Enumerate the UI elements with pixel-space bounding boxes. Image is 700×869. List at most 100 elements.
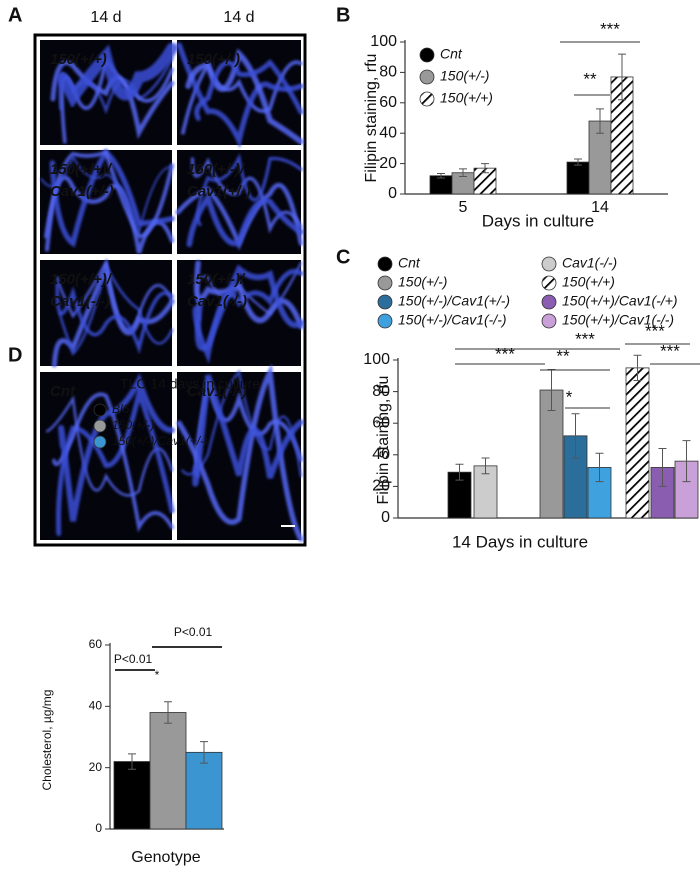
filament	[192, 374, 304, 487]
y-tick-label: 80	[372, 383, 390, 400]
error-bar	[437, 172, 445, 179]
x-tick-label: 5	[459, 199, 468, 216]
cell-label: Cav1(-/-)	[50, 293, 110, 310]
legend-label: 150(+/-)	[440, 68, 489, 84]
error-bar	[633, 354, 642, 382]
significance-label: *	[566, 387, 573, 406]
y-tick-label: 40	[89, 699, 103, 713]
y-tick-label: 0	[95, 821, 102, 835]
legend-label: 150(+/-)/Cav1(+/-)	[398, 293, 510, 309]
y-axis-label: Cholesterol, µg/mg	[40, 690, 54, 791]
legend-marker	[419, 69, 435, 85]
legend-label: Cav1(-/-)	[562, 255, 617, 271]
significance-label: ***	[600, 19, 620, 38]
legend-label: Cnt	[440, 46, 463, 62]
significance-label: ***	[495, 344, 515, 363]
cell-label: 150(+/-)	[187, 51, 240, 68]
error-bar	[595, 452, 604, 483]
significance-label: P<0.01	[174, 625, 213, 639]
filament	[55, 282, 174, 355]
y-tick-label: 60	[379, 94, 397, 111]
filament	[181, 369, 303, 478]
filament	[40, 154, 174, 236]
legend-marker	[541, 294, 557, 310]
legend-marker	[93, 435, 107, 449]
y-tick-label: 0	[388, 185, 397, 202]
y-tick-label: 60	[372, 414, 390, 431]
legend-marker	[93, 403, 107, 417]
error-bar	[682, 440, 691, 483]
panel-label: B	[336, 4, 350, 26]
y-tick-label: 20	[372, 478, 390, 495]
panel-label: C	[336, 246, 350, 268]
legend-marker	[541, 313, 557, 329]
bar	[566, 161, 590, 195]
y-axis-label: Filipin staining, rfu	[363, 54, 380, 183]
panel-label: D	[8, 344, 22, 366]
significance-label: ***	[575, 329, 595, 348]
cell-label: 150(+/+)/	[50, 271, 113, 288]
cell-label: 150(+/-)/	[187, 271, 246, 288]
x-axis-label: Days in culture	[482, 211, 594, 230]
y-tick-label: 100	[363, 351, 390, 368]
filament	[194, 264, 304, 352]
chart-title: TLC 14 days in culture	[120, 376, 260, 392]
legend-label: 150(+/-)/Cav1(+/-)	[112, 434, 208, 448]
significance-label: ***	[660, 341, 680, 360]
cell-label: Cnt	[50, 383, 76, 400]
filament	[190, 157, 303, 234]
filament	[56, 42, 178, 109]
significance-label: P<0.01	[114, 652, 153, 666]
significance-label: **	[583, 69, 597, 88]
error-bar	[618, 53, 626, 101]
error-bar	[571, 413, 580, 459]
x-axis-label: 14 Days in culture	[452, 532, 588, 551]
y-tick-label: 20	[89, 760, 103, 774]
filament	[176, 42, 304, 149]
error-bar	[481, 163, 489, 174]
legend-label: Bl6	[112, 402, 130, 416]
filament	[44, 149, 174, 239]
legend-label: 150(+/-)	[398, 274, 447, 290]
cell-label: Cav1(+/-)	[187, 183, 251, 200]
error-bar	[481, 457, 490, 475]
legend-marker	[377, 294, 393, 310]
bar	[185, 751, 223, 830]
legend-label: 150(+/+)/Cav1(-/+)	[562, 293, 678, 309]
column-header: 14 d	[90, 9, 121, 26]
error-bar	[128, 753, 136, 770]
cell-label: 150(+/+)/	[50, 161, 113, 178]
error-bar	[455, 463, 464, 481]
cell-label: 150(+/-)/	[187, 161, 246, 178]
error-bar	[574, 158, 582, 166]
y-tick-label: 40	[372, 446, 390, 463]
y-tick-label: 40	[379, 124, 397, 141]
error-bar	[200, 741, 208, 764]
legend-marker	[377, 275, 393, 291]
x-axis-label: Genotype	[131, 849, 200, 866]
cell-label: 150(+/+)	[50, 51, 107, 68]
column-header: 14 d	[223, 9, 254, 26]
y-tick-label: 80	[379, 64, 397, 81]
significance-label: ***	[645, 321, 665, 340]
filament	[194, 58, 304, 121]
legend-marker	[419, 47, 435, 63]
filament	[52, 392, 174, 533]
legend-marker	[419, 91, 435, 107]
legend-label: 150(+/+)/Cav1(-/-)	[562, 312, 674, 328]
legend-label: 150(+/+)	[562, 274, 615, 290]
y-tick-label: 20	[379, 155, 397, 172]
panel-label: A	[8, 4, 22, 26]
cell-label: Cav1(+/-)	[50, 183, 114, 200]
error-bar	[547, 368, 556, 412]
bar	[149, 712, 187, 830]
significance-label: **	[556, 346, 570, 365]
legend-label: Cnt	[398, 255, 421, 271]
legend-marker	[541, 256, 557, 272]
filament	[49, 148, 175, 248]
legend-marker	[93, 419, 107, 433]
filament	[185, 48, 304, 145]
bar	[113, 761, 151, 830]
